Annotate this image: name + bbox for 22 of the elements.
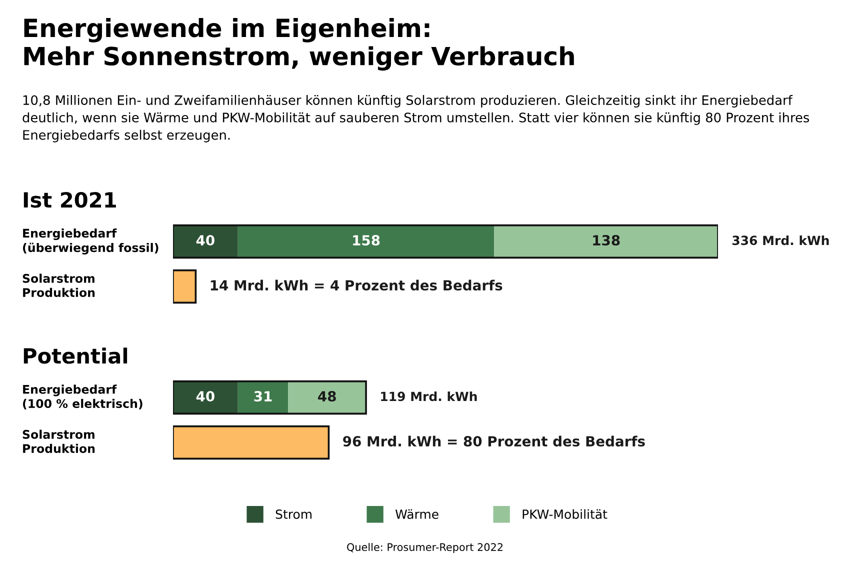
data-label: 158 — [353, 235, 380, 246]
y-tick-label: Energiebedarf (überwiegend fossil) — [23, 228, 158, 254]
data-label: 48 — [318, 391, 336, 402]
legend-label: PKW-Mobilität — [522, 509, 608, 519]
data-label: 14 Mrd. kWh = 4 Prozent des Bedarfs — [210, 280, 502, 291]
chart-title: Ist 2021 — [24, 192, 116, 208]
data-label: 40 — [196, 235, 214, 246]
data-label: 31 — [254, 391, 272, 402]
chart-title: Potential — [24, 348, 128, 364]
y-tick-label: Solarstrom Produktion — [22, 274, 95, 297]
data-label: 138 — [593, 235, 620, 246]
total-label: 119 Mrd. kWh — [381, 391, 477, 402]
data-label: 40 — [196, 391, 214, 402]
y-tick-label: Solarstrom Produktion — [22, 430, 95, 453]
legend-label: Strom — [276, 509, 312, 519]
legend-label: Wärme — [395, 509, 438, 519]
data-label: 96 Mrd. kWh = 80 Prozent des Bedarfs — [343, 436, 645, 447]
text: 10,8 Millionen Ein- und Zweifamilienhäuser können künftig Solarstrom produzieren. Gleichzeitig sinkt ihr Energiebedarf deutlich, wenn sie Wärme und PKW-Mobilität auf sauberen Strom umstellen. Statt vier können sie künftig 80 Prozent ihres Energiebedarfs selbst erzeugen. — [22, 95, 810, 142]
source-note: Quelle: Prosumer-Report 2022 — [347, 542, 502, 554]
y-tick-label: Energiebedarf (100 % elektrisch) — [23, 384, 142, 410]
total-label: 336 Mrd. kWh — [732, 235, 829, 246]
text: Energiewende im Eigenheim: Mehr Sonnenstrom, weniger Verbrauch — [24, 18, 574, 71]
